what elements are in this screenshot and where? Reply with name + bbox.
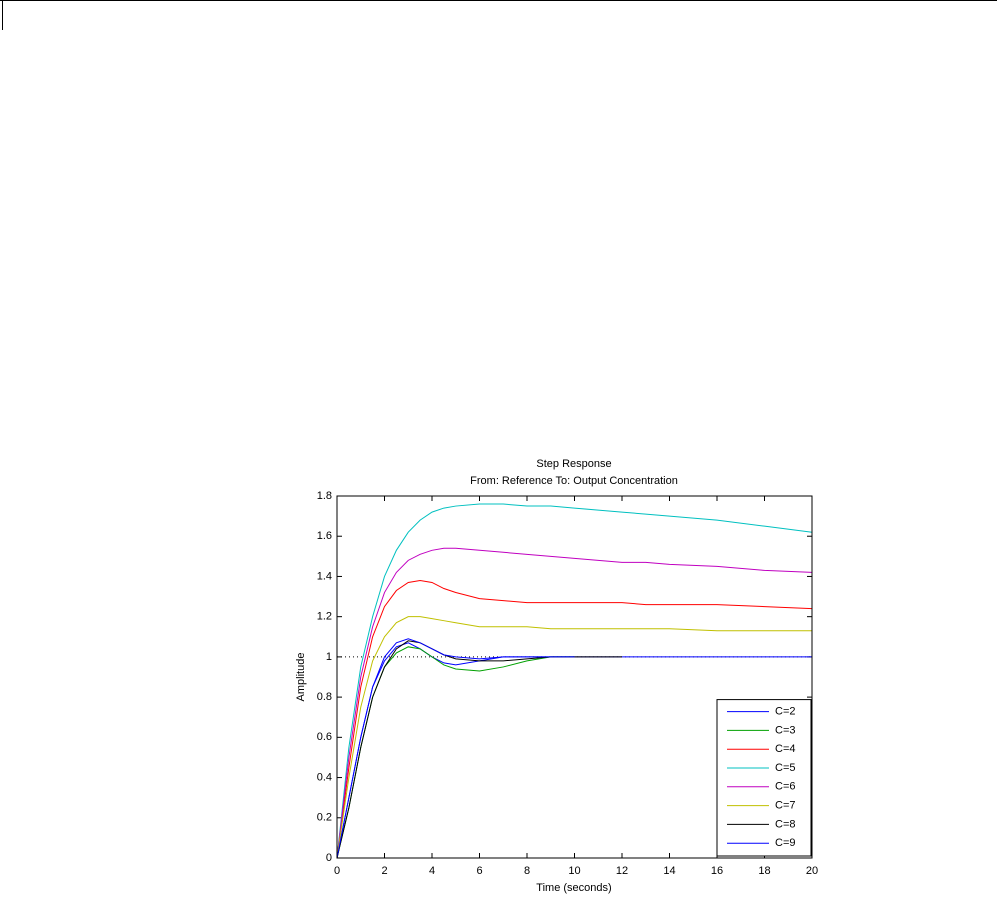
legend-label: C=9 [775, 837, 796, 849]
y-tick-label: 0.8 [317, 691, 332, 703]
legend-label: C=6 [775, 781, 796, 793]
legend-label: C=7 [775, 800, 796, 812]
axes-box [336, 495, 813, 859]
x-tick-label: 18 [758, 865, 770, 877]
series-line [336, 638, 575, 859]
x-tick-label: 12 [616, 865, 628, 877]
y-tick-label: 0.6 [317, 731, 332, 743]
y-tick-label: 1 [326, 651, 332, 663]
x-axis-label: Time (seconds) [536, 882, 611, 894]
x-tick-label: 2 [381, 865, 387, 877]
y-tick-label: 1.2 [317, 611, 332, 623]
y-tick-label: 0.2 [317, 812, 332, 824]
x-tick-label: 6 [476, 865, 482, 877]
series-line [336, 547, 813, 859]
x-tick-label: 0 [334, 865, 340, 877]
y-tick-label: 1.8 [317, 490, 332, 502]
legend-label: C=3 [775, 724, 796, 736]
series-line [336, 579, 813, 859]
y-axis-label: Amplitude [295, 653, 307, 702]
x-tick-label: 4 [429, 865, 435, 877]
series-line [336, 616, 812, 859]
legend-label: C=8 [775, 818, 796, 830]
legend-label: C=5 [775, 762, 796, 774]
series-line [336, 503, 813, 859]
x-tick-label: 10 [568, 865, 580, 877]
chart-subtitle: From: Reference To: Output Concentration [470, 475, 678, 487]
chart-title: Step Response [536, 458, 611, 470]
x-tick-label: 14 [663, 865, 675, 877]
legend-box [716, 699, 812, 857]
y-tick-label: 1.4 [317, 570, 332, 582]
x-tick-label: 20 [806, 865, 818, 877]
legend-label: C=4 [775, 743, 796, 755]
x-tick-label: 8 [524, 865, 530, 877]
x-tick-label: 16 [711, 865, 723, 877]
y-tick-label: 0 [326, 852, 332, 864]
y-tick-label: 0.4 [317, 771, 332, 783]
legend-label: C=2 [775, 706, 796, 718]
y-tick-label: 1.6 [317, 530, 332, 542]
